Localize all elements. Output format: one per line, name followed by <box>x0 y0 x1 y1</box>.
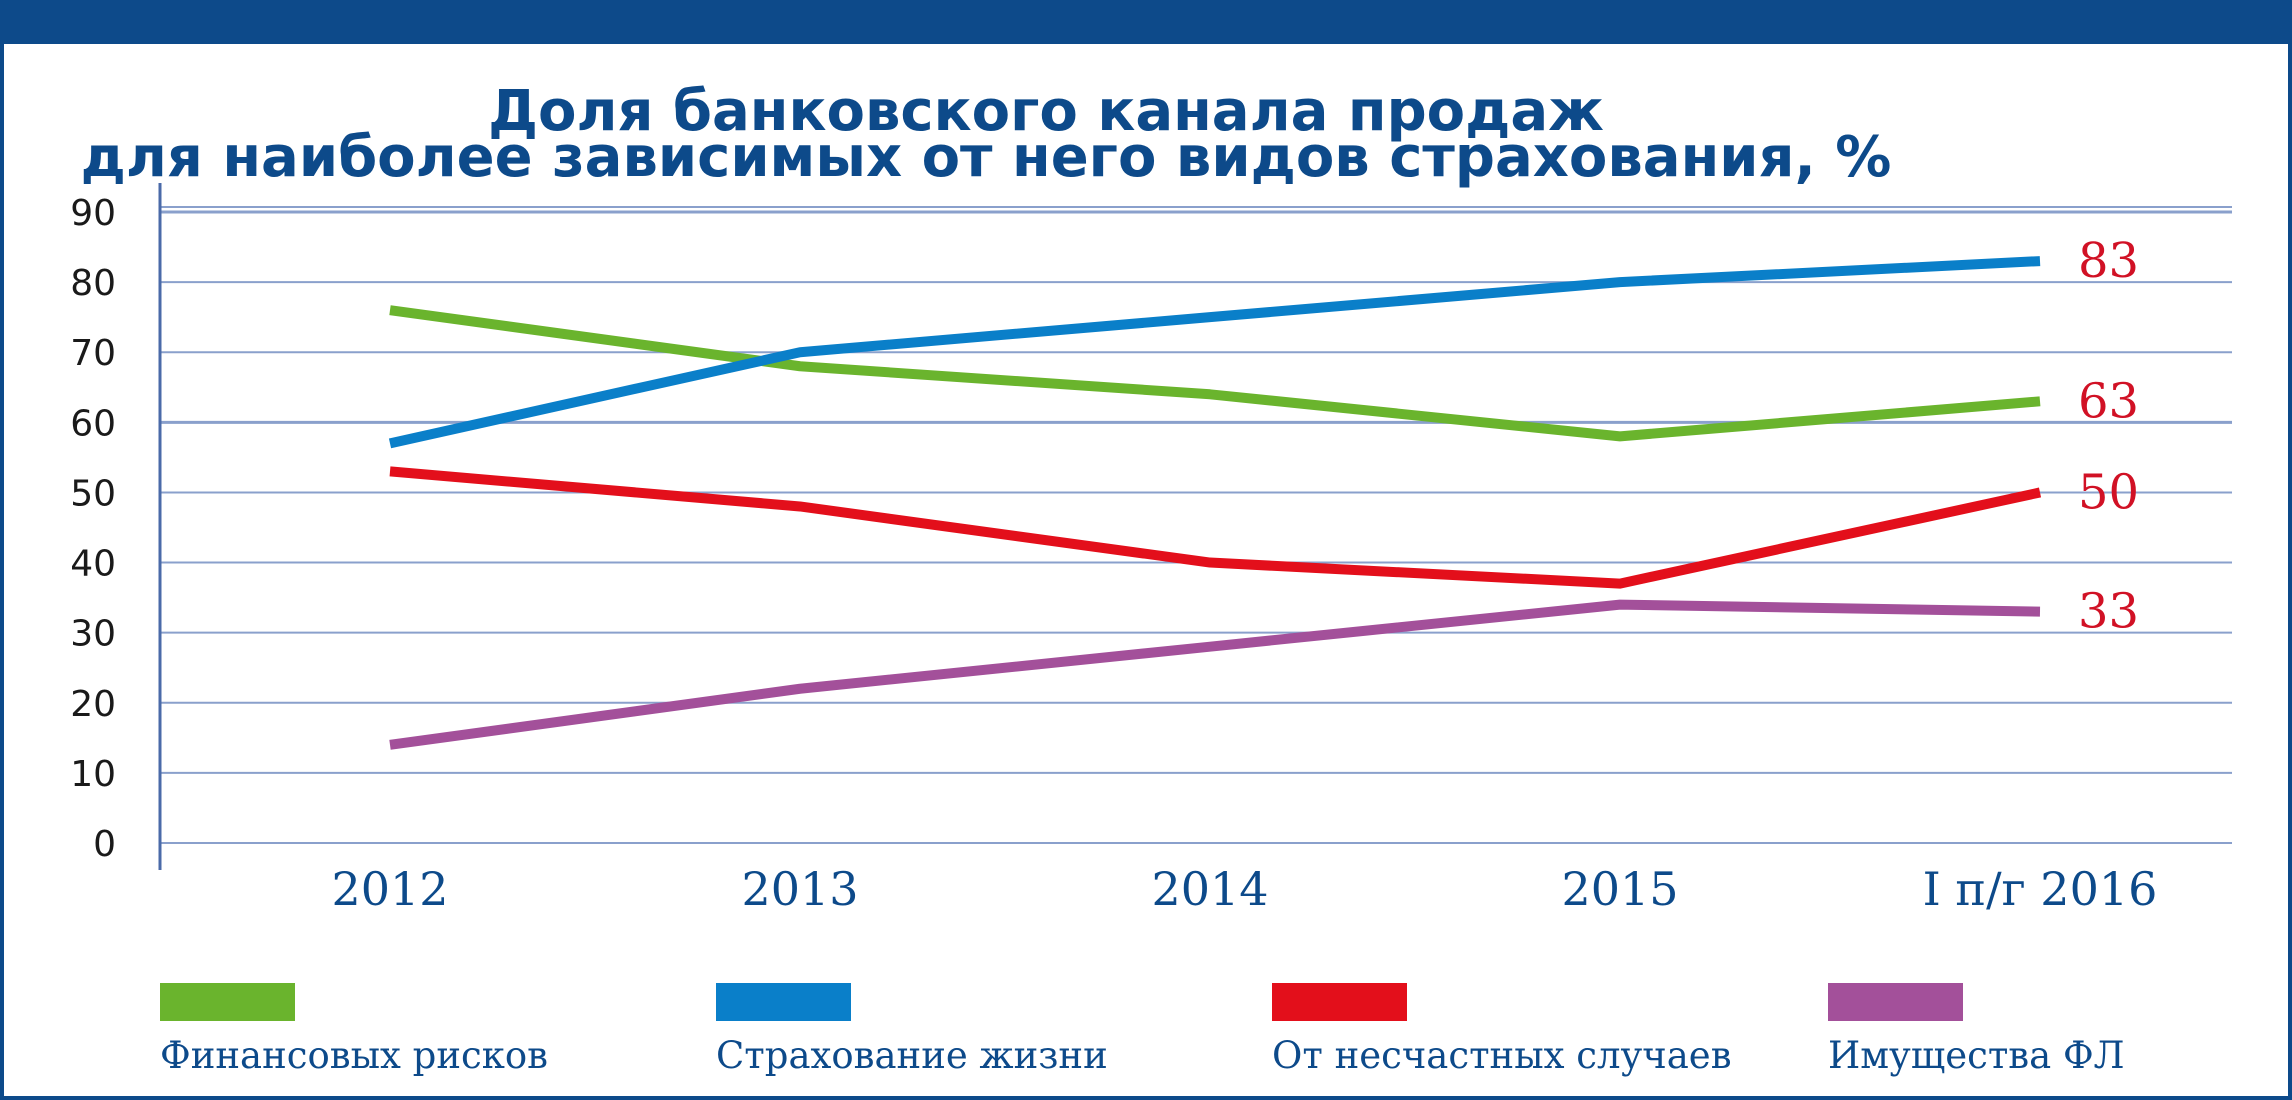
chart-title: Доля банковского канала продаж для наибо… <box>81 79 1892 190</box>
chart-title-line-2: для наиболее зависимых от него видов стр… <box>81 125 1892 190</box>
x-tick-label-4: I п/г 2016 <box>1923 862 2158 916</box>
x-tick-label-3: 2015 <box>1561 862 1678 916</box>
x-tick-label-0: 2012 <box>331 862 448 916</box>
y-axis-ticks: 0 10 20 30 40 50 60 70 80 90 <box>70 193 116 865</box>
legend-label-1: Страхование жизни <box>716 1034 1108 1077</box>
legend-label-0: Финансовых рисков <box>160 1034 548 1077</box>
end-value-labels: 63 83 50 33 <box>2078 233 2139 640</box>
end-label-1: 83 <box>2078 233 2139 289</box>
y-tick-label-40: 40 <box>70 544 116 585</box>
legend-label-3: Имущества ФЛ <box>1828 1034 2125 1077</box>
legend-label-2: От несчастных случаев <box>1272 1034 1732 1077</box>
y-tick-label-90: 90 <box>70 193 116 234</box>
y-tick-label-70: 70 <box>70 333 116 374</box>
legend-swatch-2 <box>1272 983 1407 1021</box>
end-label-0: 63 <box>2078 373 2139 429</box>
x-tick-label-1: 2013 <box>741 862 858 916</box>
y-tick-label-0: 0 <box>93 824 116 865</box>
x-tick-label-2: 2014 <box>1151 862 1268 916</box>
grid-lines <box>160 206 2232 844</box>
legend-swatch-1 <box>716 983 851 1021</box>
y-tick-label-20: 20 <box>70 684 116 725</box>
y-tick-label-60: 60 <box>70 403 116 444</box>
y-tick-label-30: 30 <box>70 614 116 655</box>
y-tick-label-50: 50 <box>70 473 116 514</box>
x-axis-ticks: 2012 2013 2014 2015 I п/г 2016 <box>331 862 2157 916</box>
legend-swatch-0 <box>160 983 295 1021</box>
legend-swatch-3 <box>1828 983 1963 1021</box>
series-lines <box>388 256 2042 750</box>
series-line-2 <box>389 466 2042 589</box>
legend: Финансовых рисков Страхование жизни От нес… <box>160 983 2125 1077</box>
end-label-2: 50 <box>2078 464 2139 520</box>
series-line-0 <box>389 305 2041 442</box>
series-line-3 <box>389 599 2041 750</box>
y-tick-label-10: 10 <box>70 754 116 795</box>
end-label-3: 33 <box>2078 584 2139 640</box>
y-tick-label-80: 80 <box>70 263 116 304</box>
chart-title-line-1: Доля банковского канала продаж <box>488 79 1604 144</box>
